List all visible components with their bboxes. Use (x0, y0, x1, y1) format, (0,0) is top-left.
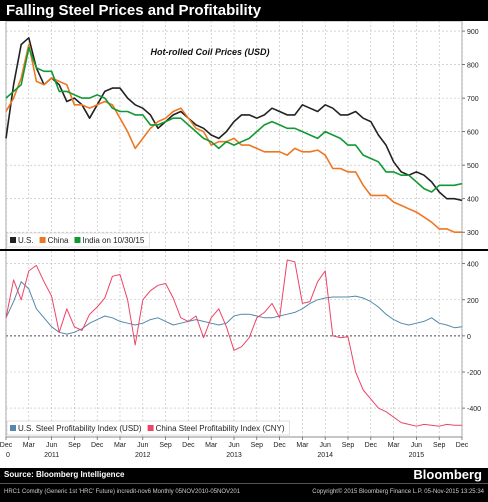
x-year-label: 2014 (317, 452, 333, 459)
x-tick-label: Mar (205, 442, 218, 449)
x-tick-label: Jun (320, 442, 331, 449)
series-layer (5, 36, 463, 427)
x-tick-label: Sep (251, 442, 264, 449)
y-tick-label: 400 (467, 197, 479, 204)
x-tick-label: Mar (296, 442, 309, 449)
legend-label: U.S. (18, 236, 34, 245)
footer-ticker-info: HRC1 Comdty (Generic 1st 'HRC' Future) i… (4, 489, 241, 495)
footer-copyright: Copyright© 2015 Bloomberg Finance L.P. 0… (312, 489, 484, 495)
chart-svg: 300 400 500 600 700 800 900 Hot-rolled Coil Pri… (0, 20, 488, 459)
x-tick-label: Dec (0, 442, 13, 449)
y-tick-label: 900 (467, 29, 479, 36)
footer-divider (0, 483, 488, 484)
x-tick-label: Mar (23, 442, 36, 449)
source-text: Source: Bloomberg Intelligence (4, 470, 125, 479)
x-tick-label: Mar (388, 442, 401, 449)
x-tick-label: Dec (182, 442, 195, 449)
x-tick-label: Jun (228, 442, 239, 449)
footer: Source: Bloomberg Intelligence Bloomberg… (0, 467, 488, 502)
series-line-1 (5, 259, 462, 427)
legend-swatch (10, 237, 16, 243)
x-tick-label: Mar (114, 442, 127, 449)
x-tick-label: Sep (433, 442, 446, 449)
panel-separator (0, 249, 488, 251)
x-year-label: 2012 (135, 452, 151, 459)
bloomberg-logo: Bloomberg (413, 467, 482, 482)
axis-layer: 300 400 500 600 700 800 900 Hot-rolled Coil Pri… (0, 29, 481, 459)
legend-layer: U.S. China India on 10/30/15 U.S. Steel Pro… (6, 232, 290, 436)
page-title: Falling Steel Prices and Profitability (6, 2, 262, 19)
x-tick-label: Dec (91, 442, 104, 449)
legend-label: U.S. Steel Profitability Index (USD) (18, 424, 142, 433)
chart-area: 300 400 500 600 700 800 900 Hot-rolled Coil Pri… (0, 20, 488, 468)
legend-swatch (74, 237, 81, 243)
series-line-0 (5, 281, 463, 335)
grid-layer (0, 20, 488, 438)
x-year-label: 2015 (409, 452, 425, 459)
x-year-label: 0 (6, 452, 10, 459)
x-tick-label: Dec (273, 442, 286, 449)
x-tick-label: Jun (137, 442, 148, 449)
title-bar: Falling Steel Prices and Profitability (0, 0, 488, 21)
series-line-2 (5, 46, 463, 193)
series-line-1 (5, 43, 462, 233)
x-year-label: 2011 (44, 452, 59, 459)
x-tick-label: Jun (411, 442, 422, 449)
x-tick-label: Dec (456, 442, 469, 449)
y-tick-label: -400 (467, 406, 481, 413)
legend-swatch (10, 425, 16, 431)
x-year-label: 2013 (226, 452, 242, 459)
y-tick-label: 600 (467, 130, 479, 137)
chart-title: Hot-rolled Coil Prices (USD) (150, 47, 269, 57)
y-tick-label: 400 (467, 262, 479, 269)
legend-swatch (39, 237, 46, 243)
y-tick-label: 500 (467, 163, 479, 170)
legend-label: India on 10/30/15 (82, 236, 144, 245)
legend-label: China Steel Profitability Index (CNY) (156, 424, 285, 433)
x-tick-label: Sep (68, 442, 81, 449)
x-tick-label: Dec (365, 442, 378, 449)
y-tick-label: 700 (467, 96, 479, 103)
legend-swatch (147, 425, 154, 431)
legend-label: China (48, 236, 69, 245)
x-tick-label: Jun (46, 442, 57, 449)
y-tick-label: 200 (467, 298, 479, 305)
y-tick-label: -200 (467, 370, 481, 377)
x-tick-label: Sep (159, 442, 172, 449)
x-tick-label: Sep (342, 442, 355, 449)
y-tick-label: 800 (467, 63, 479, 70)
y-tick-label: 0 (467, 334, 471, 341)
y-tick-label: 300 (467, 230, 479, 237)
